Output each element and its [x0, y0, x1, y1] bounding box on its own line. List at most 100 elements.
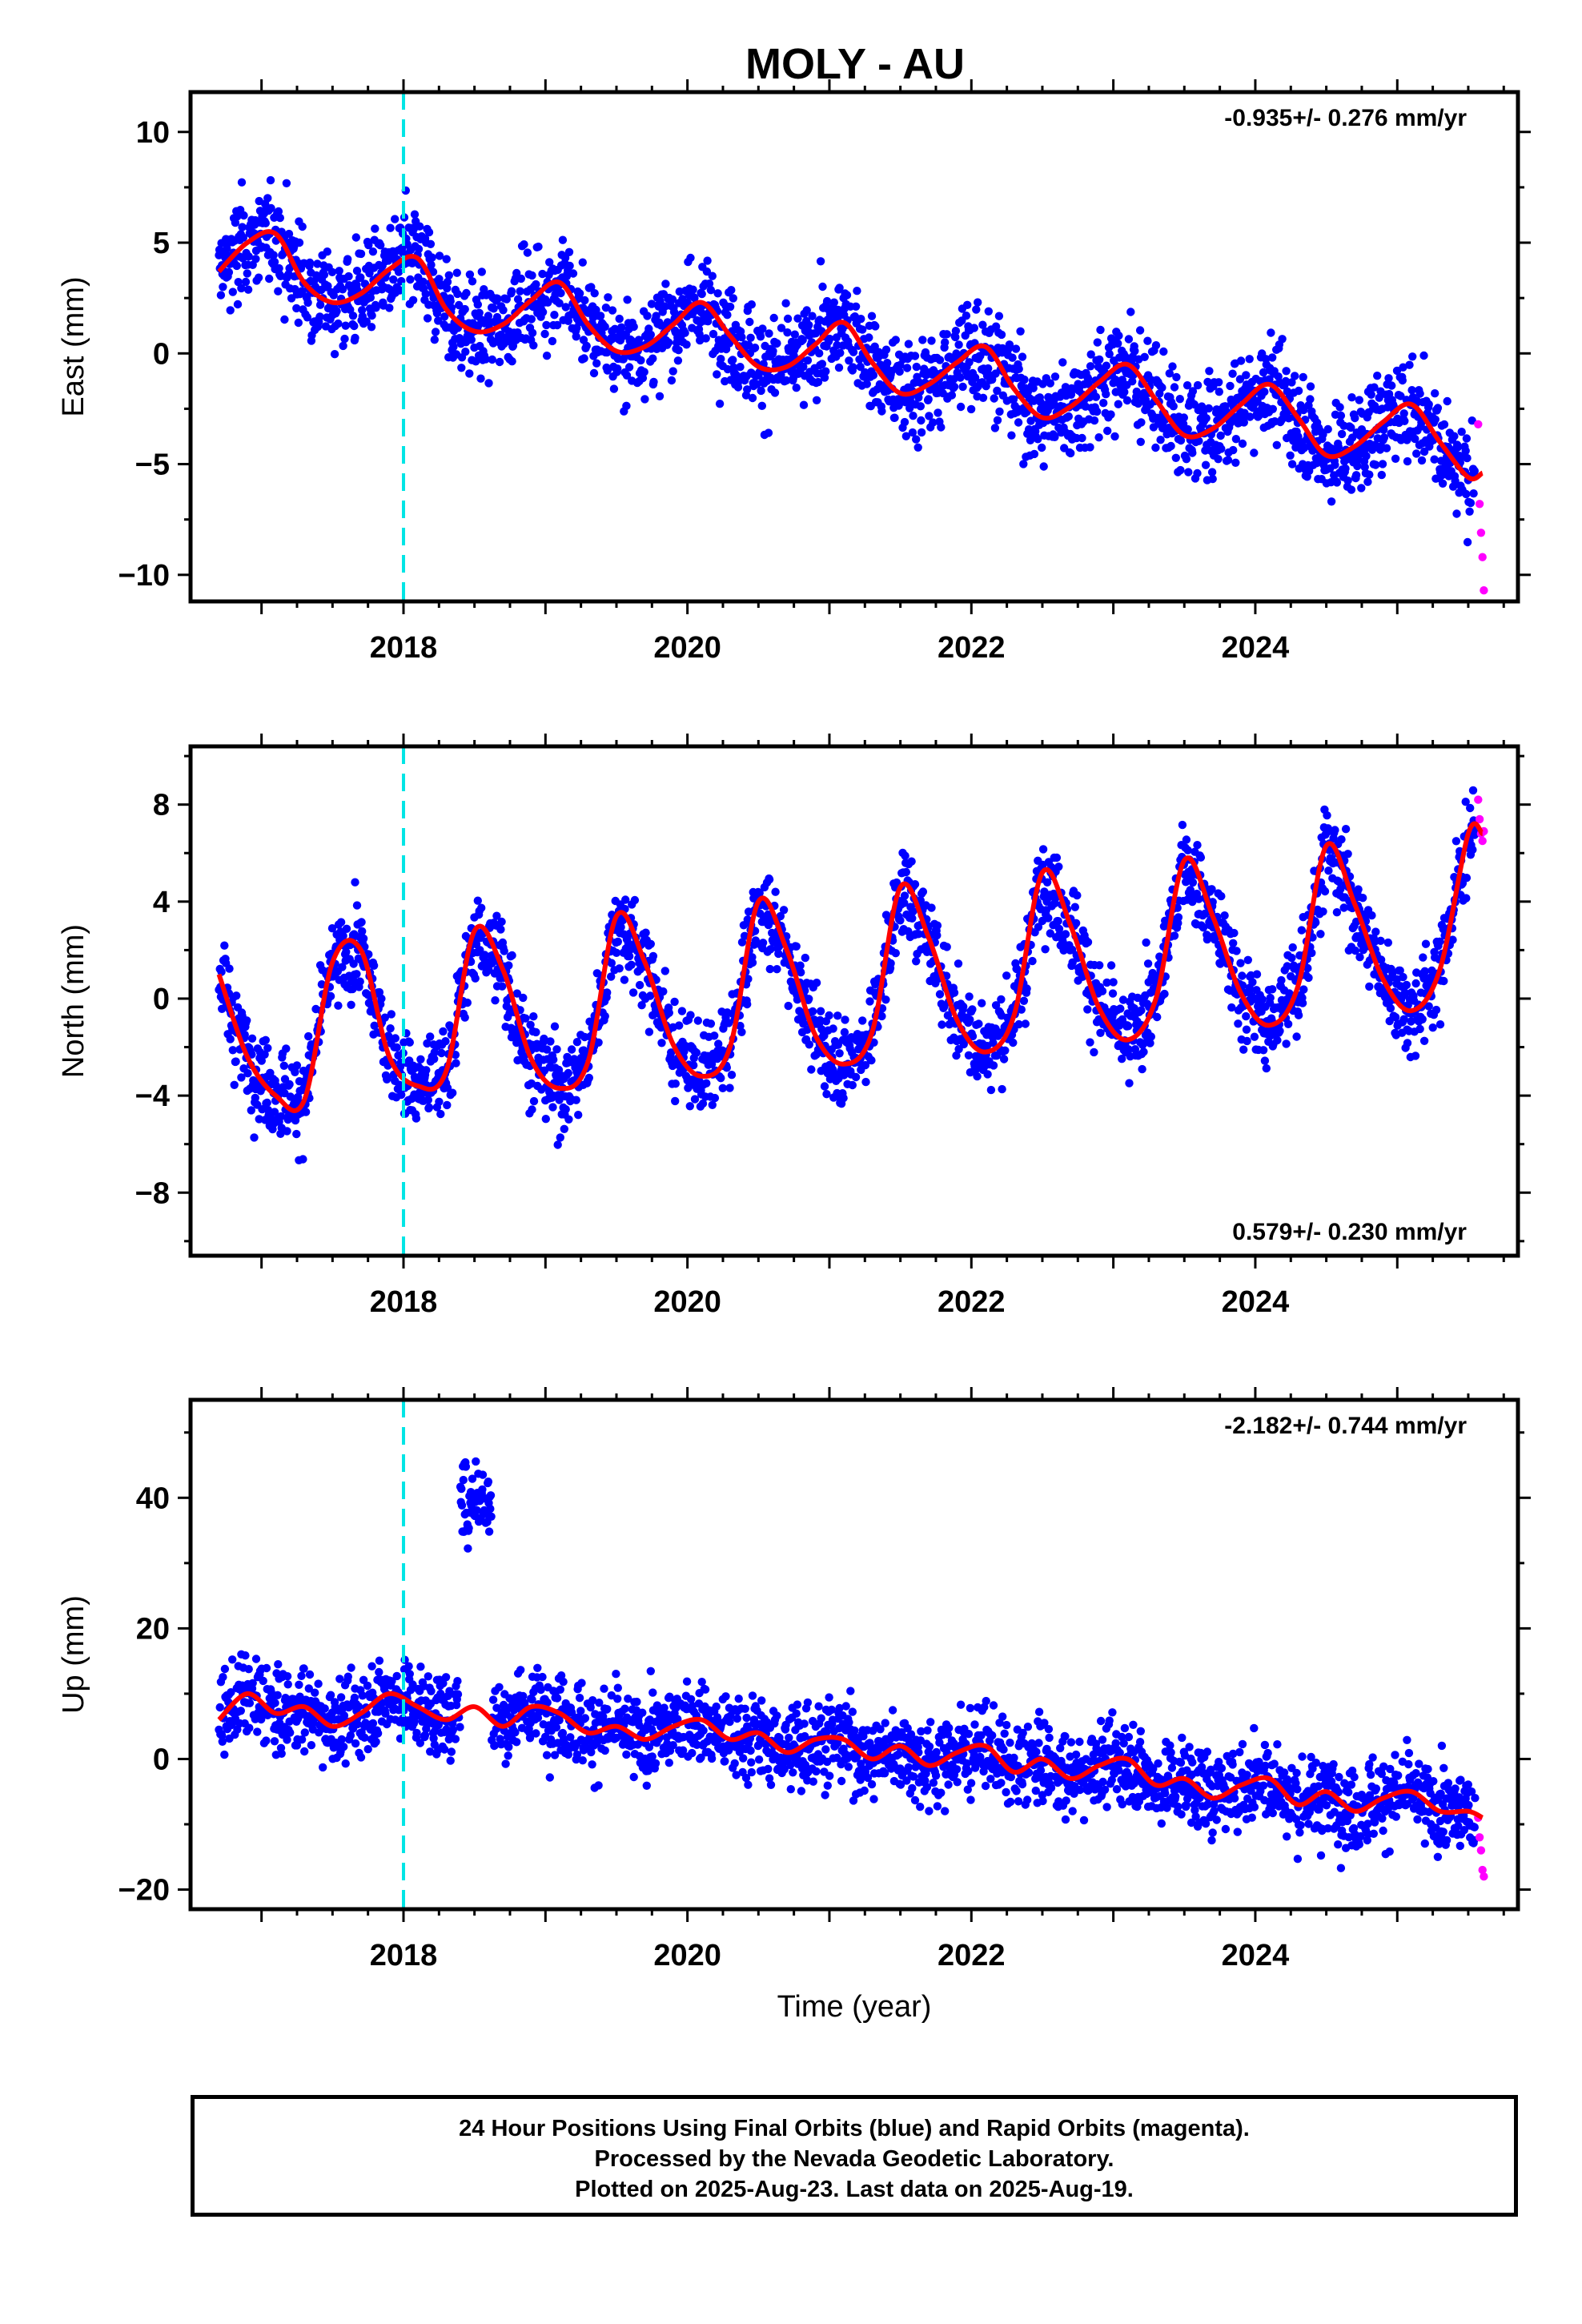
final-orbit-point	[668, 295, 677, 304]
final-orbit-point	[484, 379, 493, 388]
final-orbit-point	[1042, 878, 1052, 887]
final-orbit-point	[263, 1098, 271, 1108]
final-orbit-point	[564, 1115, 573, 1124]
final-orbit-point	[443, 277, 452, 287]
final-orbit-point	[460, 1013, 469, 1022]
final-orbit-point	[865, 997, 874, 1006]
final-orbit-point	[901, 867, 911, 877]
final-orbit-point	[1236, 356, 1246, 365]
final-orbit-point	[1275, 1027, 1284, 1035]
final-orbit-point	[1462, 874, 1472, 883]
final-orbit-point	[1407, 386, 1416, 395]
final-orbit-point	[348, 312, 358, 320]
final-orbit-point	[342, 924, 351, 934]
final-orbit-point	[1259, 1046, 1268, 1055]
final-orbit-point	[702, 267, 712, 276]
final-orbit-point	[545, 258, 554, 267]
y-tick-label: −8	[135, 1176, 170, 1210]
final-orbit-point	[243, 1016, 251, 1025]
final-orbit-point	[1291, 372, 1299, 380]
final-orbit-point	[544, 298, 552, 307]
final-orbit-point	[917, 428, 926, 437]
final-orbit-point	[950, 375, 958, 384]
final-orbit-point	[240, 1030, 249, 1039]
final-orbit-point	[1007, 431, 1016, 440]
final-orbit-point	[1020, 375, 1029, 384]
final-orbit-point	[799, 400, 809, 409]
final-orbit-point	[968, 1005, 977, 1014]
final-orbit-point	[1054, 917, 1062, 926]
final-orbit-point	[225, 964, 234, 973]
final-orbit-point	[914, 930, 923, 939]
final-orbit-point	[938, 1020, 946, 1029]
final-orbit-point	[820, 1082, 829, 1091]
final-orbit-point	[1030, 449, 1039, 459]
final-orbit-point	[1277, 975, 1286, 985]
final-orbit-point	[1435, 937, 1444, 947]
final-orbit-point	[793, 995, 802, 1004]
final-orbit-point	[1462, 489, 1471, 499]
final-orbit-point	[269, 251, 278, 259]
final-orbit-point	[493, 294, 502, 304]
final-orbit-point	[279, 1061, 288, 1071]
final-orbit-point	[561, 303, 570, 312]
final-orbit-point	[797, 968, 805, 977]
final-orbit-point	[451, 1051, 460, 1059]
final-orbit-point	[896, 916, 905, 925]
final-orbit-point	[572, 1096, 580, 1104]
final-orbit-point	[986, 1085, 996, 1095]
final-orbit-point	[429, 293, 438, 303]
final-orbit-point	[376, 241, 385, 250]
final-orbit-point	[1166, 441, 1175, 451]
final-orbit-point	[867, 312, 877, 320]
final-orbit-point	[1193, 841, 1202, 850]
final-orbit-point	[387, 1010, 396, 1019]
final-orbit-point	[947, 391, 957, 400]
final-orbit-point	[491, 996, 500, 1005]
final-orbit-point	[552, 1045, 561, 1054]
final-orbit-point	[1036, 397, 1045, 406]
final-orbit-point	[771, 887, 780, 896]
final-orbit-point	[1466, 803, 1475, 813]
final-orbit-point	[369, 961, 379, 971]
final-orbit-point	[232, 991, 241, 1000]
final-orbit-point	[656, 296, 665, 306]
final-orbit-point	[764, 428, 773, 437]
final-orbit-point	[1343, 850, 1352, 858]
final-orbit-point	[743, 999, 752, 1009]
final-orbit-point	[973, 1072, 982, 1081]
final-orbit-point	[934, 408, 942, 417]
final-orbit-point	[347, 1000, 355, 1010]
final-orbit-point	[1324, 866, 1333, 875]
x-tick-label: 2020	[653, 1285, 721, 1319]
final-orbit-point	[1205, 367, 1214, 376]
final-orbit-point	[1096, 1028, 1105, 1038]
final-orbit-point	[675, 1021, 684, 1030]
final-orbit-point	[303, 313, 312, 322]
final-orbit-point	[688, 310, 697, 319]
final-orbit-point	[674, 346, 683, 355]
final-orbit-point	[1319, 907, 1327, 916]
final-orbit-point	[463, 998, 472, 1007]
final-orbit-point	[1462, 894, 1471, 903]
final-orbit-point	[1188, 448, 1197, 457]
final-orbit-point	[428, 267, 438, 276]
final-orbit-point	[718, 1084, 727, 1093]
final-orbit-point	[783, 314, 793, 324]
x-tick-label: 2022	[938, 1285, 1006, 1319]
model-fit-line	[216, 821, 1485, 1113]
final-orbit-point	[1286, 451, 1295, 460]
final-orbit-point	[1017, 1005, 1026, 1014]
final-orbit-point	[1391, 1013, 1400, 1022]
final-orbit-point	[901, 432, 911, 440]
final-orbit-point	[715, 400, 725, 408]
final-orbit-point	[612, 948, 621, 958]
final-orbit-point	[397, 1090, 406, 1100]
final-orbit-point	[465, 369, 474, 378]
final-orbit-point	[833, 340, 841, 350]
final-orbit-point	[689, 285, 697, 294]
final-orbit-point	[1299, 372, 1307, 382]
final-orbit-point	[790, 330, 799, 339]
final-orbit-point	[1450, 432, 1459, 440]
final-orbit-point	[646, 330, 655, 340]
